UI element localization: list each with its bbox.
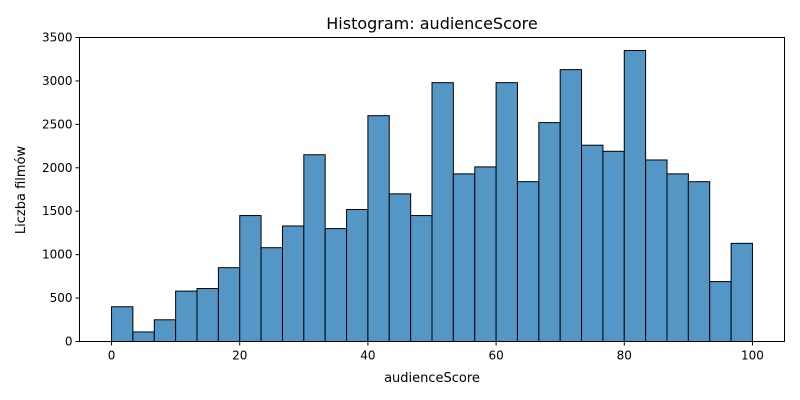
- x-axis-label: audienceScore: [384, 371, 480, 386]
- histogram-bar: [239, 215, 262, 342]
- y-tick-label: 1500: [42, 204, 73, 218]
- histogram-bar: [645, 159, 668, 342]
- histogram-bar: [346, 208, 369, 342]
- histogram-bar: [559, 69, 583, 342]
- histogram-bar: [367, 115, 390, 342]
- x-tick-label: 60: [488, 349, 503, 363]
- histogram-bar: [324, 228, 348, 342]
- histogram-bar: [153, 319, 177, 342]
- histogram-bar: [431, 82, 454, 342]
- histogram-bar: [303, 154, 326, 342]
- bars-group: [111, 50, 753, 343]
- histogram-bar: [709, 281, 732, 342]
- histogram-bar: [175, 290, 198, 343]
- x-tick-label: 0: [108, 349, 116, 363]
- histogram-bar: [111, 306, 134, 342]
- chart-title: Histogram: audienceScore: [326, 14, 537, 33]
- histogram-bar: [581, 144, 604, 342]
- y-axis-label: Liczba filmów: [14, 146, 29, 235]
- histogram-bar: [687, 181, 711, 342]
- y-axis: 0 500 1000 1500 2000 2500 3000 3500: [42, 31, 80, 349]
- x-tick-label: 80: [617, 349, 632, 363]
- histogram-bar: [730, 242, 753, 342]
- x-axis: 0 20 40 60 80 100: [108, 341, 764, 363]
- histogram-bar: [281, 225, 305, 342]
- histogram-bar: [623, 50, 647, 343]
- histogram-bar: [388, 193, 412, 342]
- histogram-bar: [452, 173, 476, 342]
- histogram-bar: [196, 288, 219, 343]
- x-tick-label: 40: [360, 349, 375, 363]
- y-tick-label: 2500: [42, 117, 73, 131]
- x-tick-label: 100: [741, 349, 764, 363]
- histogram-bar: [516, 181, 540, 342]
- y-tick-label: 2000: [42, 161, 73, 175]
- histogram-bar: [495, 82, 518, 342]
- histogram-bar: [538, 122, 561, 343]
- histogram-bar: [666, 173, 689, 342]
- y-tick-label: 0: [65, 335, 73, 349]
- histogram-bar: [260, 247, 283, 343]
- histogram-bar: [217, 267, 241, 342]
- histogram-bar: [410, 215, 433, 342]
- y-tick-label: 500: [50, 291, 73, 305]
- y-tick-label: 3500: [42, 31, 73, 45]
- histogram-bar: [132, 331, 155, 342]
- y-tick-label: 3000: [42, 74, 73, 88]
- plot-frame: [79, 37, 785, 342]
- histogram-bar: [474, 166, 497, 342]
- histogram-bar: [602, 150, 625, 342]
- x-tick-label: 20: [232, 349, 247, 363]
- y-tick-label: 1000: [42, 248, 73, 262]
